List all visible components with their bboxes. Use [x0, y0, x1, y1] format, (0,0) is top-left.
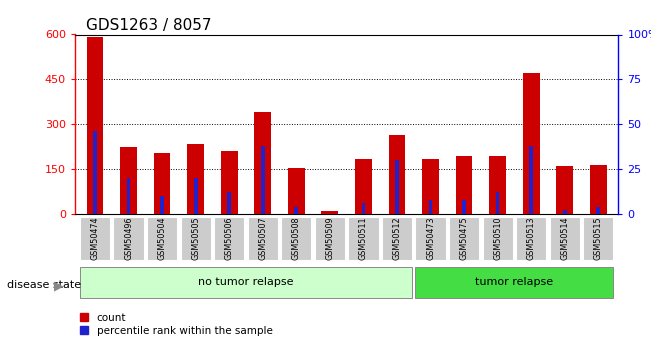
Bar	[227, 193, 231, 214]
Bar	[422, 159, 439, 214]
Bar	[456, 156, 473, 214]
Bar	[180, 217, 211, 260]
Bar	[294, 207, 298, 214]
Bar	[482, 217, 513, 260]
Bar	[113, 217, 144, 260]
Text: GSM50506: GSM50506	[225, 217, 234, 260]
Bar	[194, 178, 197, 214]
Bar	[120, 147, 137, 214]
Bar	[429, 199, 432, 214]
Bar	[80, 217, 110, 260]
Bar	[462, 199, 466, 214]
Text: GSM50513: GSM50513	[527, 217, 536, 260]
Bar	[80, 267, 412, 298]
Bar	[361, 203, 365, 214]
Bar	[549, 217, 580, 260]
Bar	[415, 267, 613, 298]
Bar	[348, 217, 378, 260]
Bar	[93, 131, 97, 214]
Bar	[281, 217, 311, 260]
Bar	[516, 217, 546, 260]
Text: disease state: disease state	[7, 280, 81, 289]
Bar	[87, 38, 104, 214]
Bar	[255, 112, 271, 214]
Text: GDS1263 / 8057: GDS1263 / 8057	[86, 18, 211, 33]
Text: ▶: ▶	[54, 279, 63, 292]
Text: tumor relapse: tumor relapse	[475, 277, 553, 287]
Bar	[187, 144, 204, 214]
Bar	[563, 210, 566, 214]
Text: GSM50514: GSM50514	[561, 217, 569, 260]
Bar	[127, 178, 130, 214]
Bar	[523, 73, 540, 214]
Bar	[315, 217, 345, 260]
Bar	[415, 217, 446, 260]
Bar	[529, 146, 533, 214]
Text: GSM50509: GSM50509	[326, 217, 335, 260]
Text: GSM50473: GSM50473	[426, 217, 435, 260]
Bar	[247, 217, 278, 260]
Bar	[395, 160, 399, 214]
Bar	[382, 217, 412, 260]
Bar	[596, 207, 600, 214]
Bar	[147, 217, 177, 260]
Bar	[160, 196, 164, 214]
Bar	[261, 146, 264, 214]
Text: GSM50496: GSM50496	[124, 217, 133, 260]
Text: GSM50475: GSM50475	[460, 217, 469, 260]
Text: GSM50507: GSM50507	[258, 217, 268, 260]
Bar	[449, 217, 479, 260]
Bar	[496, 193, 499, 214]
Text: GSM50504: GSM50504	[158, 217, 167, 260]
Bar	[154, 152, 171, 214]
Text: GSM50515: GSM50515	[594, 217, 603, 260]
Bar	[490, 156, 506, 214]
Text: GSM50508: GSM50508	[292, 217, 301, 260]
Bar	[288, 168, 305, 214]
Bar	[214, 217, 244, 260]
Bar	[389, 135, 406, 214]
Text: GSM50474: GSM50474	[90, 217, 100, 260]
Bar	[557, 166, 573, 214]
Text: GSM50510: GSM50510	[493, 217, 502, 260]
Text: GSM50512: GSM50512	[393, 217, 402, 260]
Bar	[583, 217, 613, 260]
Text: GSM50511: GSM50511	[359, 217, 368, 260]
Legend: count, percentile rank within the sample: count, percentile rank within the sample	[80, 313, 273, 336]
Bar	[590, 165, 607, 214]
Bar	[322, 211, 339, 214]
Bar	[221, 151, 238, 214]
Text: no tumor relapse: no tumor relapse	[199, 277, 294, 287]
Text: GSM50505: GSM50505	[191, 217, 200, 260]
Bar	[355, 159, 372, 214]
